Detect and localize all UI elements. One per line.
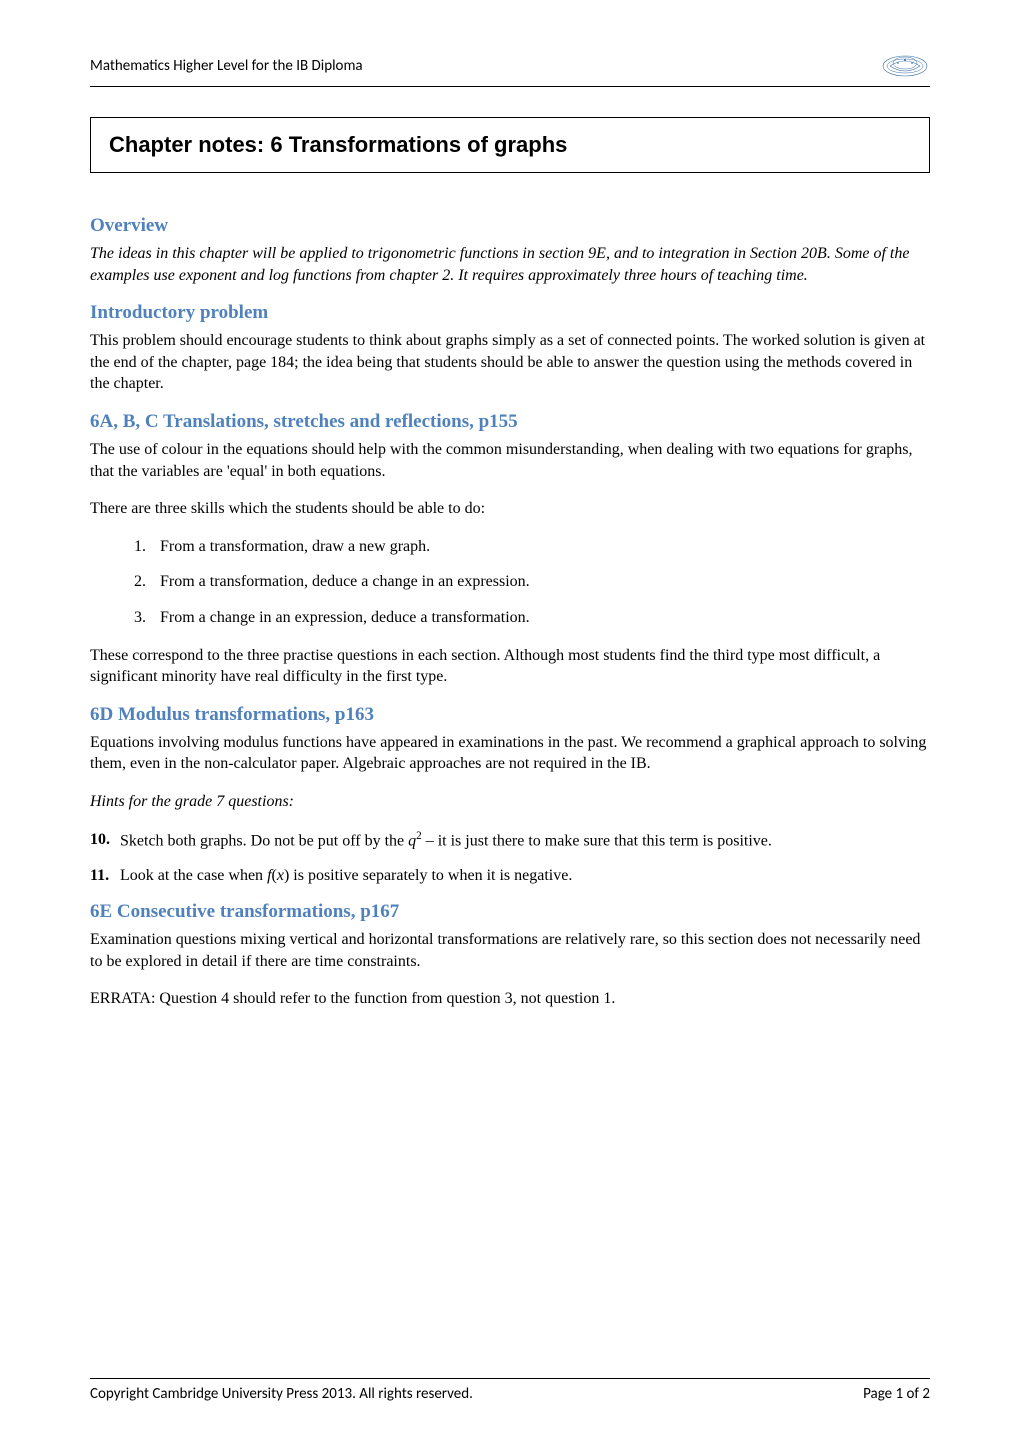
skills-list: From a transformation, draw a new graph.… xyxy=(150,536,930,629)
overview-heading: Overview xyxy=(90,215,930,237)
hint-q10: 10. Sketch both graphs. Do not be put of… xyxy=(90,829,930,852)
hints-label: Hints for the grade 7 questions: xyxy=(90,791,930,813)
overview-paragraph: The ideas in this chapter will be applie… xyxy=(90,243,930,286)
section-6abc-p2: There are three skills which the student… xyxy=(90,498,930,520)
section-6abc-p1: The use of colour in the equations shoul… xyxy=(90,439,930,482)
page-number: Page 1 of 2 xyxy=(863,1385,930,1403)
copyright-text: Copyright Cambridge University Press 201… xyxy=(90,1385,473,1403)
hint-text-prefix: Sketch both graphs. Do not be put off by… xyxy=(120,832,408,849)
list-item: From a transformation, draw a new graph. xyxy=(150,536,930,558)
section-6d-p1: Equations involving modulus functions ha… xyxy=(90,732,930,775)
hint-text: Sketch both graphs. Do not be put off by… xyxy=(120,829,930,852)
section-6e-heading: 6E Consecutive transformations, p167 xyxy=(90,901,930,923)
page-header: Mathematics Higher Level for the IB Dipl… xyxy=(90,50,930,87)
document-page: Mathematics Higher Level for the IB Dipl… xyxy=(0,0,1020,1056)
publisher-logo xyxy=(880,50,930,82)
hint-text-suffix: is positive separately to when it is neg… xyxy=(289,867,572,884)
section-6e-p1: Examination questions mixing vertical an… xyxy=(90,929,930,972)
introductory-problem-paragraph: This problem should encourage students t… xyxy=(90,330,930,395)
hint-text-prefix: Look at the case when xyxy=(120,867,267,884)
list-item: From a change in an expression, deduce a… xyxy=(150,607,930,629)
hint-text-suffix: – it is just there to make sure that thi… xyxy=(422,832,772,849)
hint-number: 11. xyxy=(90,865,120,887)
section-6abc-heading: 6A, B, C Translations, stretches and ref… xyxy=(90,411,930,433)
variable-q: q xyxy=(408,832,416,849)
section-6e-errata: ERRATA: Question 4 should refer to the f… xyxy=(90,988,930,1010)
page-footer: Copyright Cambridge University Press 201… xyxy=(90,1378,930,1403)
hint-text: Look at the case when f(x) is positive s… xyxy=(120,865,930,887)
section-6d-heading: 6D Modulus transformations, p163 xyxy=(90,704,930,726)
header-title-text: Mathematics Higher Level for the IB Dipl… xyxy=(90,57,363,75)
list-item: From a transformation, deduce a change i… xyxy=(150,571,930,593)
hint-number: 10. xyxy=(90,829,120,852)
section-6abc-p3: These correspond to the three practise q… xyxy=(90,645,930,688)
chapter-title-box: Chapter notes: 6 Transformations of grap… xyxy=(90,117,930,173)
introductory-problem-heading: Introductory problem xyxy=(90,302,930,324)
chapter-title-text: Chapter notes: 6 Transformations of grap… xyxy=(109,132,911,158)
hint-q11: 11. Look at the case when f(x) is positi… xyxy=(90,865,930,887)
